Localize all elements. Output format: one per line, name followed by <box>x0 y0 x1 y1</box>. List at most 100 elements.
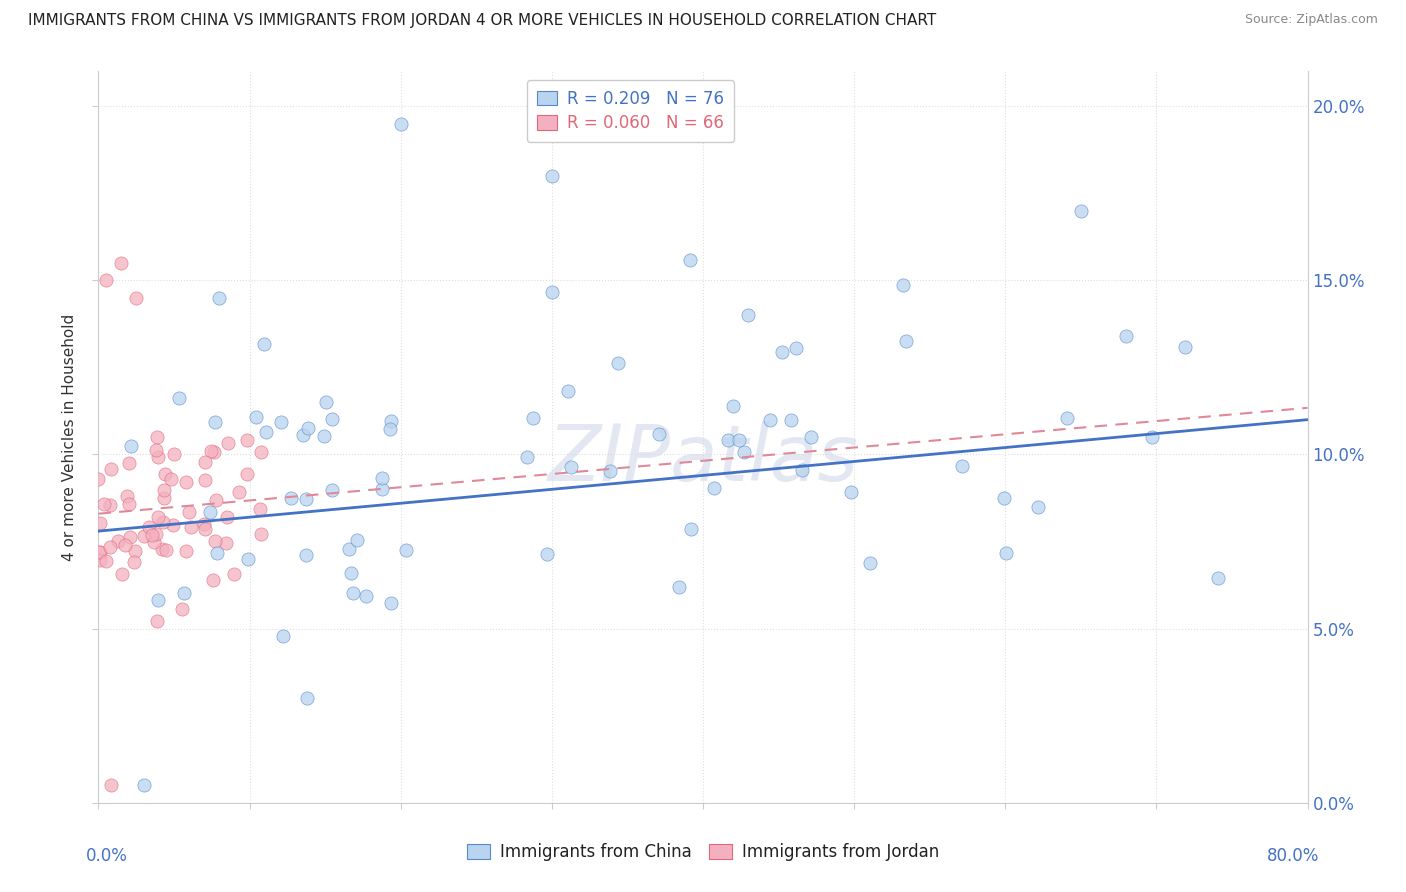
Immigrants from China <box>295 549 318 563</box>
Immigrants from China <box>1056 411 1078 425</box>
Immigrants from China <box>717 433 740 447</box>
Immigrants from China <box>380 596 402 610</box>
Immigrants from Jordan <box>89 545 111 559</box>
Immigrants from Jordan <box>110 256 132 270</box>
Immigrants from China <box>295 491 318 506</box>
Immigrants from Jordan <box>118 530 141 544</box>
Immigrants from China <box>1028 500 1050 514</box>
Immigrants from China <box>785 341 807 355</box>
Immigrants from China <box>1140 430 1163 444</box>
Legend: Immigrants from China, Immigrants from Jordan: Immigrants from China, Immigrants from J… <box>460 837 946 868</box>
Immigrants from China <box>1115 328 1137 343</box>
Immigrants from China <box>679 253 702 268</box>
Immigrants from Jordan <box>162 447 184 461</box>
Immigrants from China <box>321 483 343 498</box>
Immigrants from China <box>337 542 360 557</box>
Immigrants from Jordan <box>250 526 273 541</box>
Immigrants from Jordan <box>93 497 115 511</box>
Immigrants from China <box>772 345 794 359</box>
Immigrants from Jordan <box>215 510 238 524</box>
Immigrants from China <box>342 585 364 599</box>
Immigrants from Jordan <box>146 430 169 444</box>
Immigrants from China <box>541 285 564 300</box>
Immigrants from Jordan <box>125 291 148 305</box>
Immigrants from China <box>648 426 671 441</box>
Immigrants from Jordan <box>159 472 181 486</box>
Immigrants from Jordan <box>115 489 138 503</box>
Immigrants from Jordan <box>148 509 170 524</box>
Immigrants from China <box>536 547 558 561</box>
Immigrants from Jordan <box>202 445 225 459</box>
Immigrants from Jordan <box>122 555 145 569</box>
Immigrants from China <box>1174 340 1197 354</box>
Text: 0.0%: 0.0% <box>86 847 128 864</box>
Immigrants from China <box>271 629 294 643</box>
Immigrants from China <box>557 384 579 398</box>
Immigrants from Jordan <box>224 567 246 582</box>
Immigrants from China <box>167 392 190 406</box>
Immigrants from Jordan <box>87 472 110 486</box>
Immigrants from Jordan <box>200 444 222 458</box>
Immigrants from Jordan <box>94 273 117 287</box>
Immigrants from Jordan <box>249 445 271 459</box>
Immigrants from Jordan <box>249 502 271 516</box>
Immigrants from China <box>245 409 267 424</box>
Immigrants from Jordan <box>132 529 155 543</box>
Immigrants from China <box>292 428 315 442</box>
Immigrants from China <box>146 593 169 607</box>
Immigrants from China <box>204 415 226 429</box>
Immigrants from Jordan <box>98 499 121 513</box>
Immigrants from Jordan <box>124 544 146 558</box>
Immigrants from China <box>995 546 1018 560</box>
Immigrants from China <box>607 356 630 370</box>
Immigrants from China <box>207 546 229 560</box>
Immigrants from China <box>728 434 751 448</box>
Text: ZIPatlas: ZIPatlas <box>547 421 859 497</box>
Immigrants from China <box>668 580 690 594</box>
Immigrants from China <box>522 411 544 425</box>
Immigrants from China <box>540 169 562 183</box>
Immigrants from China <box>315 394 337 409</box>
Immigrants from Jordan <box>155 543 177 558</box>
Y-axis label: 4 or more Vehicles in Household: 4 or more Vehicles in Household <box>62 313 77 561</box>
Immigrants from Jordan <box>148 450 170 465</box>
Immigrants from Jordan <box>153 491 176 506</box>
Immigrants from Jordan <box>107 534 129 549</box>
Immigrants from China <box>737 308 759 322</box>
Immigrants from China <box>253 337 276 351</box>
Immigrants from Jordan <box>177 505 200 519</box>
Immigrants from China <box>270 415 292 429</box>
Immigrants from China <box>354 590 377 604</box>
Immigrants from Jordan <box>193 516 215 531</box>
Immigrants from Jordan <box>194 473 217 487</box>
Immigrants from China <box>950 458 973 473</box>
Immigrants from Jordan <box>146 614 169 628</box>
Immigrants from China <box>346 533 368 548</box>
Immigrants from China <box>340 566 363 580</box>
Immigrants from Jordan <box>141 528 163 542</box>
Immigrants from China <box>792 463 814 477</box>
Immigrants from Jordan <box>204 492 226 507</box>
Immigrants from Jordan <box>204 534 226 549</box>
Immigrants from Jordan <box>174 475 197 489</box>
Immigrants from China <box>891 277 914 292</box>
Immigrants from China <box>1070 203 1092 218</box>
Immigrants from China <box>238 552 260 566</box>
Immigrants from China <box>380 414 402 428</box>
Immigrants from China <box>800 430 823 444</box>
Immigrants from Jordan <box>235 467 257 481</box>
Immigrants from Jordan <box>114 537 136 551</box>
Immigrants from Jordan <box>98 541 121 555</box>
Immigrants from China <box>560 460 582 475</box>
Immigrants from Jordan <box>194 522 217 536</box>
Immigrants from China <box>120 439 142 453</box>
Immigrants from Jordan <box>89 516 111 530</box>
Immigrants from China <box>254 425 277 439</box>
Immigrants from China <box>280 491 302 505</box>
Immigrants from Jordan <box>217 435 239 450</box>
Immigrants from Jordan <box>172 601 194 615</box>
Immigrants from China <box>297 421 319 435</box>
Immigrants from Jordan <box>174 544 197 558</box>
Immigrants from China <box>733 445 755 459</box>
Immigrants from Jordan <box>94 554 117 568</box>
